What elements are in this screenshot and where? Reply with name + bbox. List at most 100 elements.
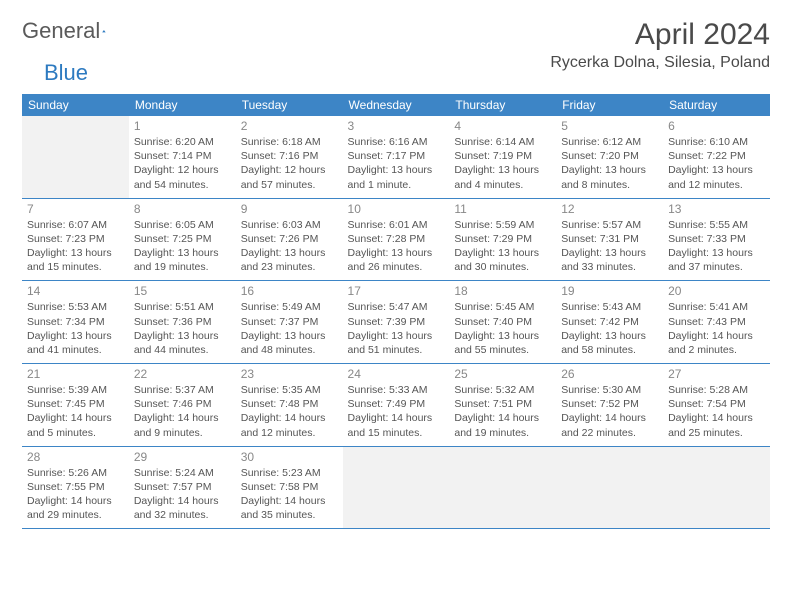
day-number: 26: [561, 367, 658, 381]
calendar-day-cell: 5Sunrise: 6:12 AMSunset: 7:20 PMDaylight…: [556, 116, 663, 198]
calendar-day-cell: 4Sunrise: 6:14 AMSunset: 7:19 PMDaylight…: [449, 116, 556, 198]
daylight-line: Daylight: 14 hours and 19 minutes.: [454, 411, 551, 439]
sunset-line: Sunset: 7:34 PM: [27, 315, 124, 329]
brand-text-2: Blue: [44, 60, 88, 85]
weekday-header: Friday: [556, 94, 663, 116]
calendar-table: SundayMondayTuesdayWednesdayThursdayFrid…: [22, 94, 770, 529]
day-number: 11: [454, 202, 551, 216]
daylight-line: Daylight: 13 hours and 55 minutes.: [454, 329, 551, 357]
day-number: 1: [134, 119, 231, 133]
day-number: 20: [668, 284, 765, 298]
calendar-day-cell: 27Sunrise: 5:28 AMSunset: 7:54 PMDayligh…: [663, 364, 770, 447]
calendar-day-cell: 29Sunrise: 5:24 AMSunset: 7:57 PMDayligh…: [129, 446, 236, 529]
sunset-line: Sunset: 7:37 PM: [241, 315, 338, 329]
daylight-line: Daylight: 14 hours and 9 minutes.: [134, 411, 231, 439]
calendar-day-cell: 8Sunrise: 6:05 AMSunset: 7:25 PMDaylight…: [129, 198, 236, 281]
calendar-day-cell: 22Sunrise: 5:37 AMSunset: 7:46 PMDayligh…: [129, 364, 236, 447]
sunrise-line: Sunrise: 5:32 AM: [454, 383, 551, 397]
sunrise-line: Sunrise: 5:43 AM: [561, 300, 658, 314]
sunrise-line: Sunrise: 5:24 AM: [134, 466, 231, 480]
sunrise-line: Sunrise: 5:39 AM: [27, 383, 124, 397]
sunrise-line: Sunrise: 5:23 AM: [241, 466, 338, 480]
calendar-row: 28Sunrise: 5:26 AMSunset: 7:55 PMDayligh…: [22, 446, 770, 529]
day-number: 9: [241, 202, 338, 216]
calendar-day-cell: 23Sunrise: 5:35 AMSunset: 7:48 PMDayligh…: [236, 364, 343, 447]
calendar-row: 21Sunrise: 5:39 AMSunset: 7:45 PMDayligh…: [22, 364, 770, 447]
calendar-day-cell: 15Sunrise: 5:51 AMSunset: 7:36 PMDayligh…: [129, 281, 236, 364]
daylight-line: Daylight: 13 hours and 26 minutes.: [348, 246, 445, 274]
sunrise-line: Sunrise: 6:16 AM: [348, 135, 445, 149]
sunrise-line: Sunrise: 5:57 AM: [561, 218, 658, 232]
brand-triangle-icon: [102, 21, 106, 41]
day-number: 12: [561, 202, 658, 216]
daylight-line: Daylight: 13 hours and 19 minutes.: [134, 246, 231, 274]
daylight-line: Daylight: 13 hours and 51 minutes.: [348, 329, 445, 357]
daylight-line: Daylight: 13 hours and 4 minutes.: [454, 163, 551, 191]
day-number: 10: [348, 202, 445, 216]
daylight-line: Daylight: 13 hours and 33 minutes.: [561, 246, 658, 274]
weekday-header: Tuesday: [236, 94, 343, 116]
month-title: April 2024: [550, 18, 770, 52]
sunrise-line: Sunrise: 5:35 AM: [241, 383, 338, 397]
calendar-day-cell: 16Sunrise: 5:49 AMSunset: 7:37 PMDayligh…: [236, 281, 343, 364]
daylight-line: Daylight: 13 hours and 8 minutes.: [561, 163, 658, 191]
sunset-line: Sunset: 7:52 PM: [561, 397, 658, 411]
sunrise-line: Sunrise: 6:18 AM: [241, 135, 338, 149]
calendar-day-cell: 21Sunrise: 5:39 AMSunset: 7:45 PMDayligh…: [22, 364, 129, 447]
sunset-line: Sunset: 7:49 PM: [348, 397, 445, 411]
calendar-day-cell: 7Sunrise: 6:07 AMSunset: 7:23 PMDaylight…: [22, 198, 129, 281]
sunrise-line: Sunrise: 5:28 AM: [668, 383, 765, 397]
sunrise-line: Sunrise: 6:07 AM: [27, 218, 124, 232]
sunset-line: Sunset: 7:45 PM: [27, 397, 124, 411]
daylight-line: Daylight: 13 hours and 37 minutes.: [668, 246, 765, 274]
weekday-header: Saturday: [663, 94, 770, 116]
day-number: 15: [134, 284, 231, 298]
daylight-line: Daylight: 13 hours and 1 minute.: [348, 163, 445, 191]
calendar-day-cell: 13Sunrise: 5:55 AMSunset: 7:33 PMDayligh…: [663, 198, 770, 281]
calendar-day-cell: 11Sunrise: 5:59 AMSunset: 7:29 PMDayligh…: [449, 198, 556, 281]
sunset-line: Sunset: 7:31 PM: [561, 232, 658, 246]
day-number: 25: [454, 367, 551, 381]
calendar-day-cell: 20Sunrise: 5:41 AMSunset: 7:43 PMDayligh…: [663, 281, 770, 364]
daylight-line: Daylight: 13 hours and 48 minutes.: [241, 329, 338, 357]
daylight-line: Daylight: 12 hours and 57 minutes.: [241, 163, 338, 191]
sunset-line: Sunset: 7:14 PM: [134, 149, 231, 163]
daylight-line: Daylight: 12 hours and 54 minutes.: [134, 163, 231, 191]
calendar-day-cell: 10Sunrise: 6:01 AMSunset: 7:28 PMDayligh…: [343, 198, 450, 281]
daylight-line: Daylight: 14 hours and 22 minutes.: [561, 411, 658, 439]
daylight-line: Daylight: 14 hours and 35 minutes.: [241, 494, 338, 522]
calendar-day-cell: 12 Sunrise: 5:57 AMSunset: 7:31 PMDayligh…: [556, 198, 663, 281]
sunset-line: Sunset: 7:39 PM: [348, 315, 445, 329]
day-number: 7: [27, 202, 124, 216]
calendar-day-cell: 26Sunrise: 5:30 AMSunset: 7:52 PMDayligh…: [556, 364, 663, 447]
sunrise-line: Sunrise: 5:55 AM: [668, 218, 765, 232]
daylight-line: Daylight: 13 hours and 12 minutes.: [668, 163, 765, 191]
calendar-day-cell: 1Sunrise: 6:20 AMSunset: 7:14 PMDaylight…: [129, 116, 236, 198]
day-number: 5: [561, 119, 658, 133]
day-number: 14: [27, 284, 124, 298]
calendar-day-cell: 17Sunrise: 5:47 AMSunset: 7:39 PMDayligh…: [343, 281, 450, 364]
calendar-day-cell: 24Sunrise: 5:33 AMSunset: 7:49 PMDayligh…: [343, 364, 450, 447]
sunrise-line: Sunrise: 5:47 AM: [348, 300, 445, 314]
sunset-line: Sunset: 7:16 PM: [241, 149, 338, 163]
daylight-line: Daylight: 13 hours and 44 minutes.: [134, 329, 231, 357]
daylight-line: Daylight: 14 hours and 15 minutes.: [348, 411, 445, 439]
calendar-empty-cell: [22, 116, 129, 198]
sunset-line: Sunset: 7:48 PM: [241, 397, 338, 411]
daylight-line: Daylight: 14 hours and 29 minutes.: [27, 494, 124, 522]
sunrise-line: Sunrise: 5:26 AM: [27, 466, 124, 480]
day-number: 19: [561, 284, 658, 298]
day-number: 16: [241, 284, 338, 298]
sunset-line: Sunset: 7:19 PM: [454, 149, 551, 163]
daylight-line: Daylight: 14 hours and 12 minutes.: [241, 411, 338, 439]
day-number: 22: [134, 367, 231, 381]
day-number: 6: [668, 119, 765, 133]
day-number: 28: [27, 450, 124, 464]
sunset-line: Sunset: 7:54 PM: [668, 397, 765, 411]
sunset-line: Sunset: 7:43 PM: [668, 315, 765, 329]
day-number: 4: [454, 119, 551, 133]
sunrise-line: Sunrise: 5:33 AM: [348, 383, 445, 397]
sunset-line: Sunset: 7:22 PM: [668, 149, 765, 163]
calendar-day-cell: 28Sunrise: 5:26 AMSunset: 7:55 PMDayligh…: [22, 446, 129, 529]
sunrise-line: Sunrise: 6:03 AM: [241, 218, 338, 232]
